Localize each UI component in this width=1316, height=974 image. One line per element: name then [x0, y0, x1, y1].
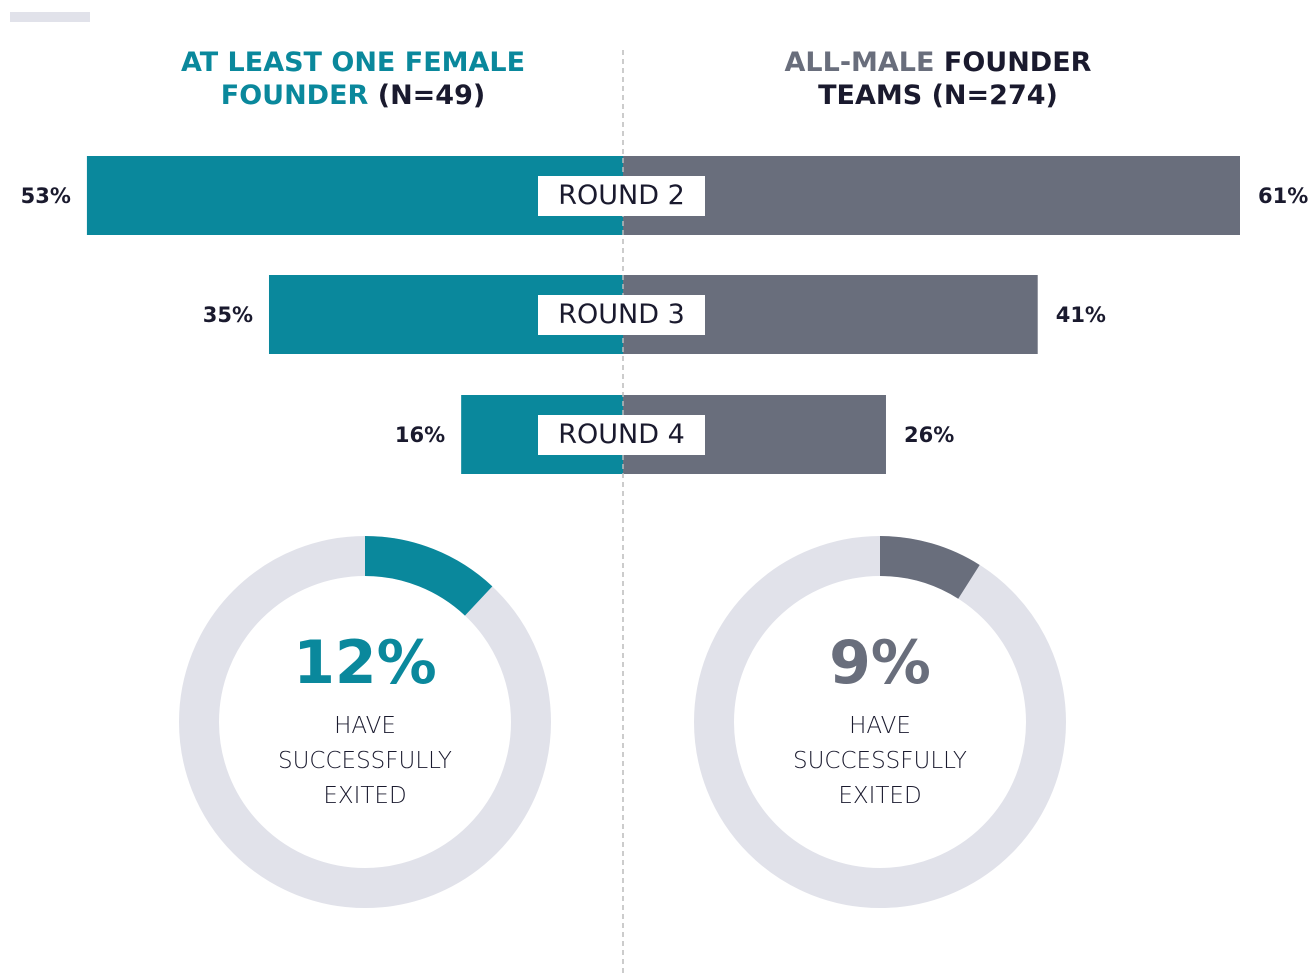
caption-text: HAVE SUCCESSFULLY EXITED: [793, 713, 967, 809]
decor: [10, 12, 90, 22]
value-label: 61%: [1258, 183, 1309, 208]
round-label: ROUND 2: [538, 175, 705, 216]
value-label: 26%: [903, 422, 955, 447]
caption-text: HAVE SUCCESSFULLY EXITED: [278, 713, 452, 809]
value-label: 53%: [20, 183, 71, 208]
header-part: FOUNDER TEAMS (N=274): [818, 47, 1092, 111]
donut-caption: HAVE SUCCESSFULLY EXITED: [770, 709, 990, 814]
donut-arc: [364, 536, 493, 616]
series-header: AT LEAST ONE FEMALE FOUNDER (N=49): [173, 46, 533, 112]
round-label: ROUND 3: [538, 294, 705, 335]
bar: [86, 156, 623, 235]
bar: [623, 156, 1240, 235]
value-label: 16%: [394, 422, 446, 447]
value-label: 35%: [202, 302, 253, 327]
header-part: AT LEAST ONE FEMALE FOUNDER: [180, 47, 526, 111]
donut-arc: [879, 536, 980, 600]
donut-caption: HAVE SUCCESSFULLY EXITED: [255, 709, 475, 814]
header-part: (N=49): [377, 80, 486, 111]
value-label: 41%: [1055, 302, 1106, 327]
round-label: ROUND 4: [538, 414, 705, 455]
header-part: ALL-MALE: [784, 47, 935, 78]
donut-value: 9%: [829, 628, 931, 698]
series-header: ALL-MALE FOUNDER TEAMS (N=274): [758, 46, 1118, 112]
donut-value: 12%: [293, 628, 437, 698]
